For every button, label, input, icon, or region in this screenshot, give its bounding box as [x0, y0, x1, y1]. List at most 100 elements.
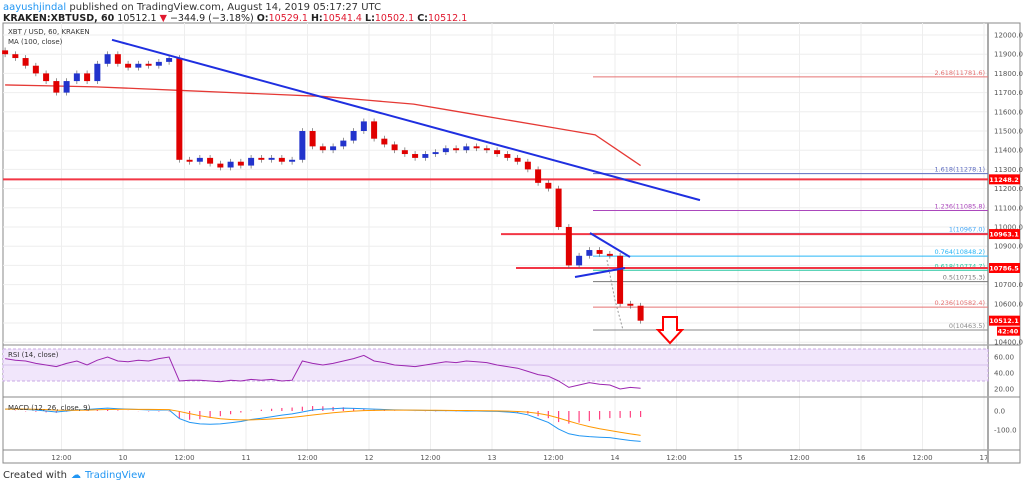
candle — [391, 144, 398, 151]
macd-tick: -100.0 — [994, 427, 1017, 435]
fib-label: 0.618(10774.7) — [934, 262, 985, 270]
chart-title: XBT / USD, 60, KRAKEN — [8, 28, 90, 36]
time-tick: 16 — [857, 454, 866, 462]
candle — [227, 161, 234, 168]
candle — [340, 140, 347, 147]
fib-label: 1(10967.0) — [949, 225, 985, 233]
rsi-tick: 40.00 — [994, 370, 1014, 378]
price-label: 10786.5 — [989, 264, 1019, 272]
footer: Created with ☁ TradingView — [3, 470, 145, 481]
time-tick: 13 — [488, 454, 497, 462]
candle — [576, 255, 583, 266]
candle — [463, 146, 470, 151]
candle — [196, 157, 203, 162]
time-tick: 12:00 — [51, 454, 71, 462]
symbol: KRAKEN:XBTUSD, 60 — [3, 13, 115, 24]
time-tick: 17 — [980, 454, 989, 462]
last-price: 10512.1 — [117, 13, 157, 24]
candle — [268, 157, 275, 160]
candle — [350, 131, 357, 141]
chart[interactable]: 12:00 10 12:00 11 12:00 12 12:00 13 12:00 14 12:00… — [0, 0, 1024, 470]
candle — [217, 163, 224, 168]
candle — [43, 73, 50, 82]
time-tick: 12:00 — [666, 454, 686, 462]
open-value: 10529.1 — [268, 13, 308, 24]
macd-legend: MACD (12, 26, close, 9) — [8, 404, 91, 412]
publish-info: aayushjindal published on TradingView.co… — [3, 2, 381, 13]
candle — [514, 157, 521, 162]
candle — [637, 305, 644, 321]
price-tick: 11100.0 — [994, 204, 1023, 212]
down-arrow-icon — [655, 316, 685, 345]
candle — [442, 148, 449, 153]
candle — [412, 154, 419, 158]
price-tick: 11300.0 — [994, 166, 1023, 174]
candle — [237, 161, 244, 166]
candle — [125, 63, 132, 68]
time-tick: 12:00 — [174, 454, 194, 462]
candle — [606, 253, 613, 256]
candle — [176, 58, 183, 160]
price-tick: 10400.0 — [994, 339, 1023, 347]
candle — [299, 131, 306, 160]
candle — [535, 169, 542, 183]
time-tick: 14 — [611, 454, 620, 462]
candle — [94, 63, 101, 82]
candle — [145, 63, 152, 66]
author-link[interactable]: aayushjindal — [3, 2, 67, 13]
down-arrow-icon: ▼ — [159, 13, 167, 24]
price-tick: 11900.0 — [994, 51, 1023, 59]
candle — [432, 152, 439, 155]
candle — [401, 150, 408, 155]
candle — [555, 188, 562, 227]
rsi-tick: 20.00 — [994, 386, 1014, 394]
last-price-label-bg — [989, 315, 1020, 326]
low-value: 10502.1 — [374, 13, 415, 24]
candle — [114, 54, 121, 64]
price-label: 11248.2 — [989, 176, 1019, 184]
candle — [166, 58, 173, 62]
tradingview-link[interactable]: TradingView — [84, 470, 146, 481]
price-tick: 11600.0 — [994, 108, 1023, 116]
high-value: 10541.4 — [322, 13, 362, 24]
price-tick: 11700.0 — [994, 89, 1023, 97]
time-tick: 12:00 — [420, 454, 440, 462]
price-tick: 11400.0 — [994, 147, 1023, 155]
fib-label: 1.618(11278.1) — [934, 166, 985, 174]
fib-label: 0.5(10715.3) — [943, 274, 985, 282]
rsi-legend: RSI (14, close) — [8, 351, 59, 359]
time-tick: 12:00 — [297, 454, 317, 462]
candle — [207, 157, 214, 164]
candle — [381, 138, 388, 145]
price-tick: 12000.0 — [994, 32, 1023, 40]
time-tick: 15 — [734, 454, 743, 462]
ma-legend: MA (100, close) — [8, 38, 63, 46]
close-value: 10512.1 — [427, 13, 468, 24]
symbol-info: KRAKEN:XBTUSD, 60 10512.1 ▼ −344.9 (−3.1… — [3, 13, 467, 24]
fib-connector — [606, 259, 624, 331]
price-tick: 11800.0 — [994, 70, 1023, 78]
candle — [494, 150, 501, 155]
triangle-lower-line — [574, 267, 626, 278]
price-tick: 11000.0 — [994, 224, 1023, 232]
open-label: O: — [256, 13, 269, 24]
countdown: 42:40 — [998, 328, 1019, 336]
price-tick: 10600.0 — [994, 300, 1023, 308]
price-tick: 10900.0 — [994, 243, 1023, 251]
time-tick: 12:00 — [789, 454, 809, 462]
candle — [32, 65, 39, 74]
candle — [63, 81, 70, 93]
time-tick: 12:00 — [912, 454, 932, 462]
candle — [504, 154, 511, 158]
rsi-line — [5, 354, 641, 390]
candle — [617, 255, 624, 304]
tradingview-cloud-icon: ☁ — [70, 470, 81, 481]
candle — [627, 303, 634, 306]
time-tick: 12:00 — [543, 454, 563, 462]
candle — [248, 157, 255, 166]
candle — [422, 154, 429, 158]
fib-label: 0.236(10582.4) — [934, 299, 985, 307]
candle — [22, 58, 29, 66]
candle — [155, 61, 162, 66]
price-tick: 10700.0 — [994, 281, 1023, 289]
